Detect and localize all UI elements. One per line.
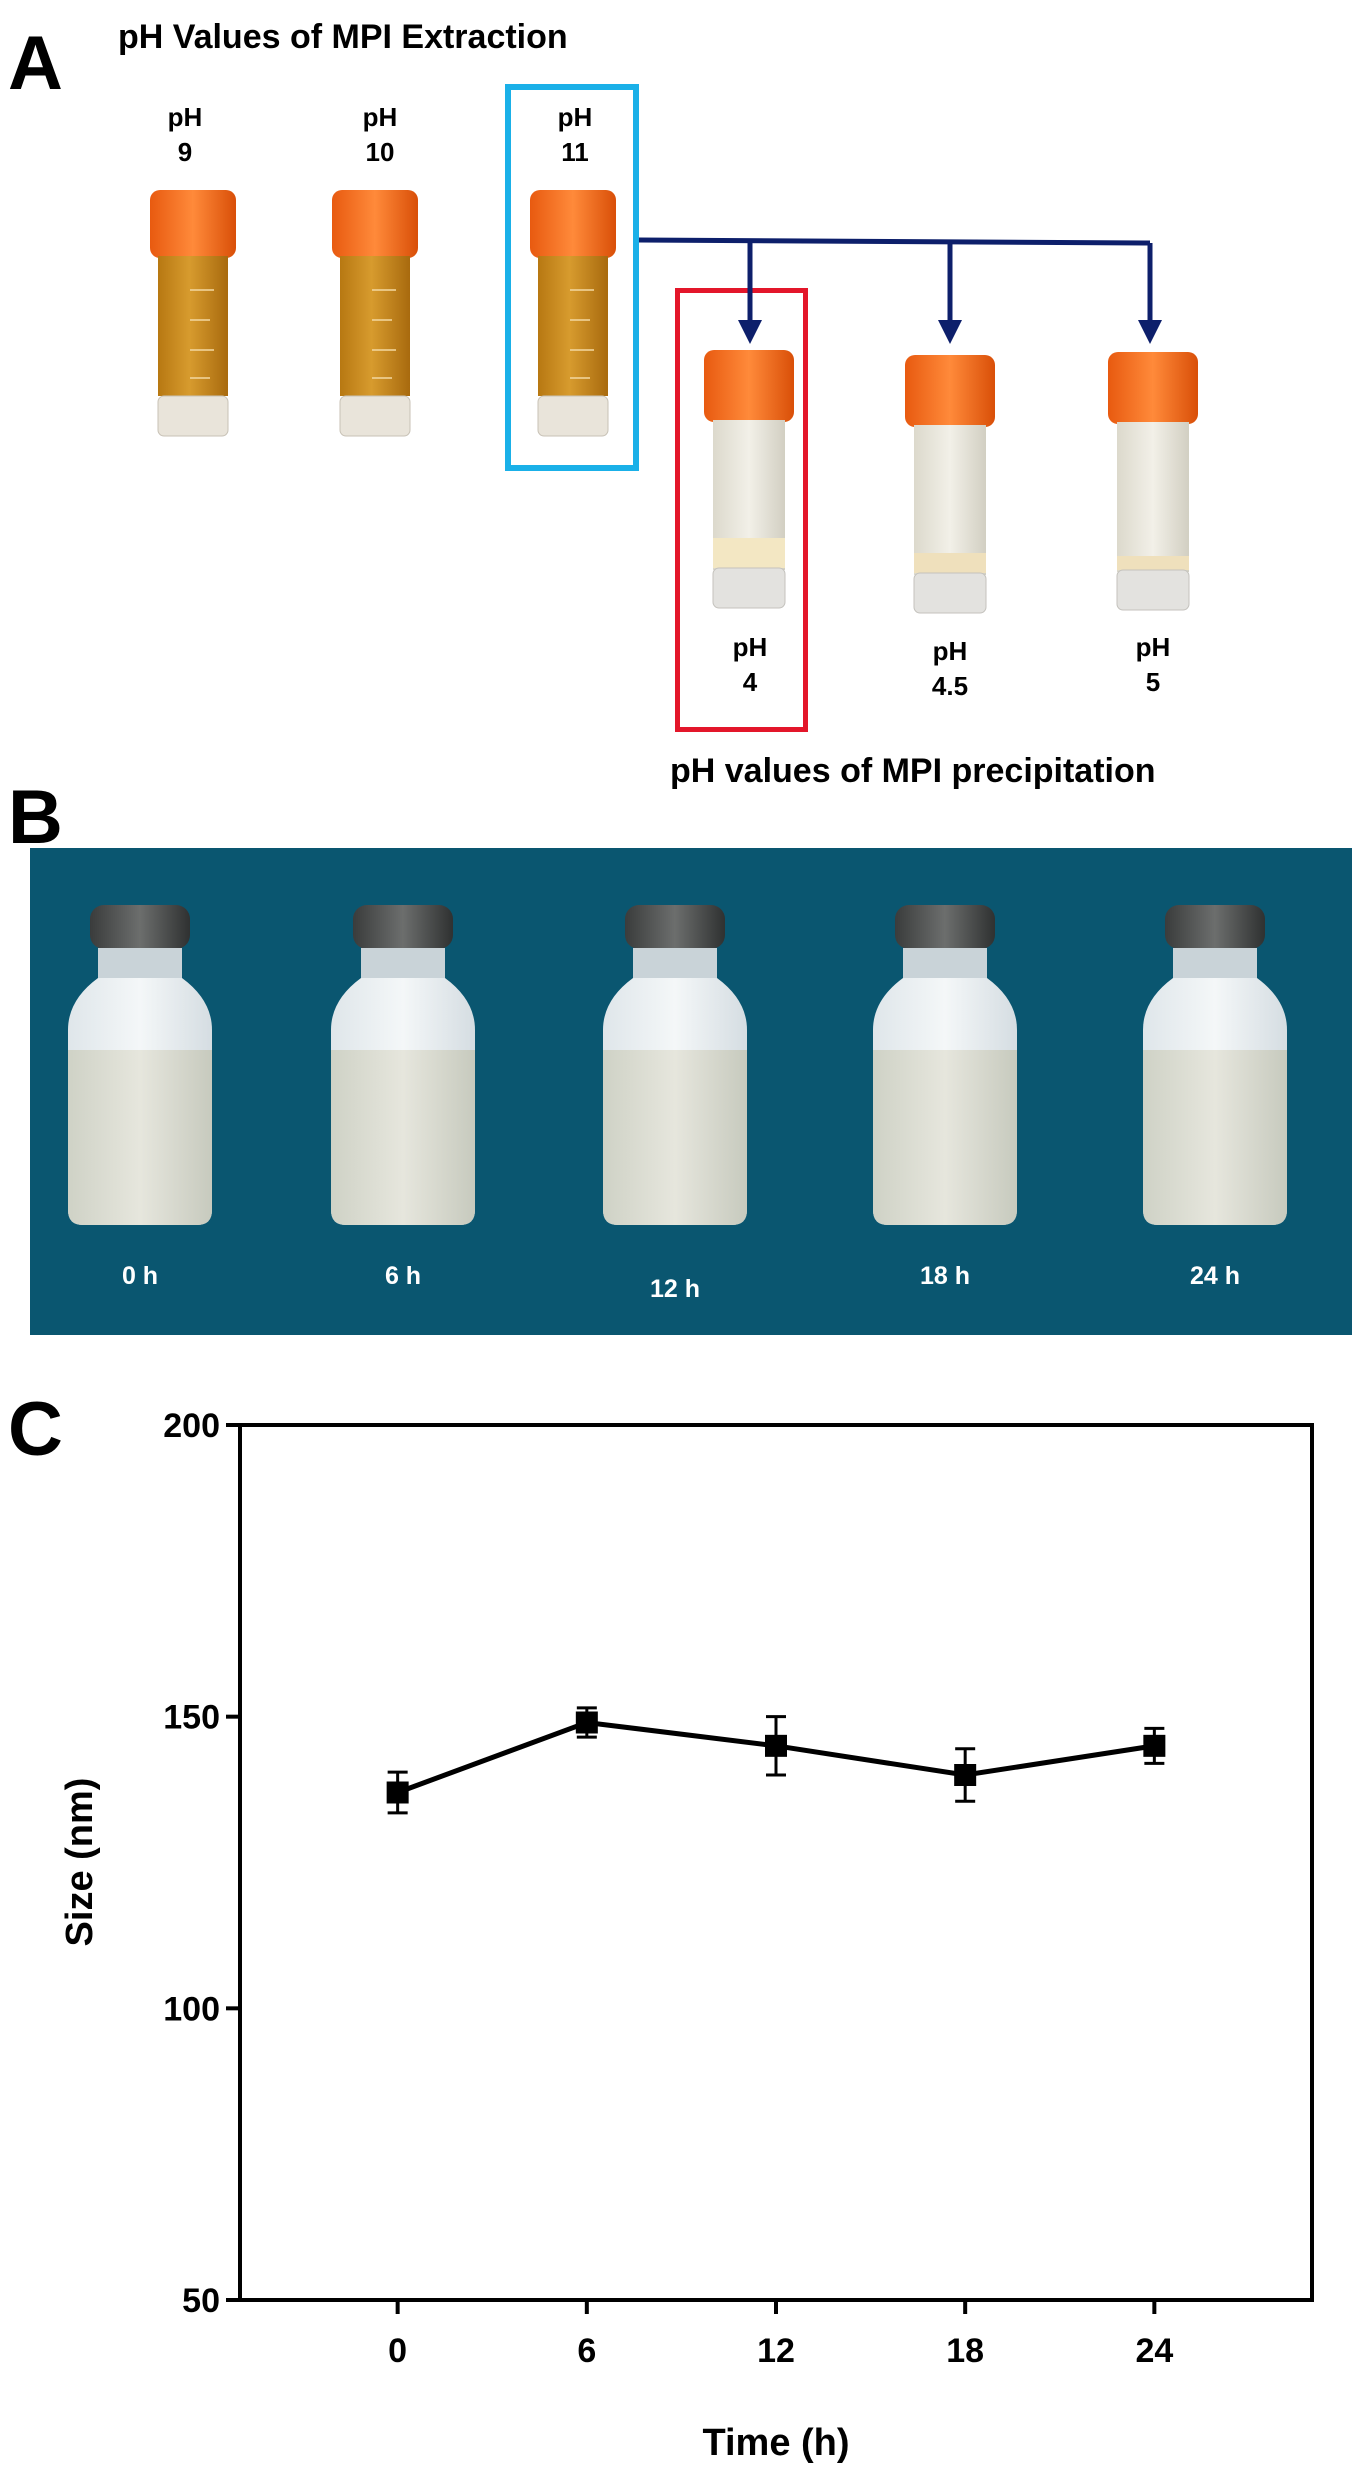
precipitation-tube-ph5 — [1108, 352, 1198, 611]
vial-18h — [873, 905, 1017, 1225]
extraction-ph-label-10: pH 10 — [362, 102, 398, 168]
vial-12h — [603, 905, 747, 1225]
precipitation-ph-label-45: pH 4.5 — [931, 636, 969, 702]
vial-24h — [1143, 905, 1287, 1225]
precipitation-tube-ph45 — [905, 355, 995, 614]
extraction-tube-ph11 — [530, 190, 616, 437]
chart-x-axis-title: Time (h) — [702, 2422, 849, 2464]
arrow-head-ph45 — [938, 320, 962, 344]
vial-0h — [68, 905, 212, 1225]
x-tick-label-24: 24 — [1135, 2332, 1173, 2370]
precipitation-ph-label-5: pH 5 — [1135, 632, 1171, 698]
time-label-24h: 24 h — [1189, 1262, 1241, 1290]
arrow-head-ph5 — [1138, 320, 1162, 344]
y-tick-label-50: 50 — [182, 2282, 220, 2320]
data-point-12 — [765, 1734, 787, 1757]
extraction-tube-ph9 — [150, 190, 236, 437]
y-tick-label-150: 150 — [163, 1699, 220, 1737]
precipitation-arrows — [638, 237, 1153, 325]
x-tick-label-6: 6 — [577, 2332, 596, 2370]
precipitation-highlight-box — [675, 288, 808, 732]
y-tick-label-100: 100 — [163, 1990, 220, 2028]
data-point-18 — [954, 1764, 977, 1786]
extraction-highlight-box — [505, 84, 639, 471]
arrow-head-ph4 — [738, 320, 762, 344]
data-point-0 — [386, 1781, 409, 1804]
x-tick-label-18: 18 — [946, 2332, 984, 2370]
y-tick-label-200: 200 — [163, 1407, 220, 1445]
time-label-18h: 18 h — [919, 1262, 971, 1290]
data-point-24 — [1143, 1734, 1166, 1757]
x-tick-label-12: 12 — [757, 2332, 795, 2370]
time-label-12h: 12 h — [649, 1275, 701, 1303]
x-tick-label-0: 0 — [388, 2332, 407, 2370]
precipitation-caption: pH values of MPI precipitation — [670, 752, 1156, 790]
panel-b-letter: B — [8, 775, 63, 860]
extraction-ph-label-9: pH 9 — [167, 102, 203, 168]
extraction-tube-ph10 — [332, 190, 418, 437]
vial-6h — [331, 905, 475, 1225]
chart-plot-frame — [238, 1423, 1314, 2302]
panel-a-tubes — [150, 190, 1198, 614]
stability-vials — [68, 905, 1287, 1225]
chart-y-axis-title: Size (nm) — [59, 1778, 101, 1947]
panel-a-letter: A — [8, 21, 63, 106]
time-label-0h: 0 h — [121, 1262, 159, 1290]
data-point-6 — [575, 1711, 598, 1734]
extraction-ph-label-11: pH 11 — [557, 102, 593, 168]
precipitation-tube-ph4 — [704, 350, 794, 609]
time-label-6h: 6 h — [384, 1262, 422, 1290]
panel-c-letter: C — [8, 1387, 63, 1472]
precipitation-ph-label-4: pH 4 — [732, 632, 768, 698]
extraction-title: pH Values of MPI Extraction — [118, 18, 568, 56]
